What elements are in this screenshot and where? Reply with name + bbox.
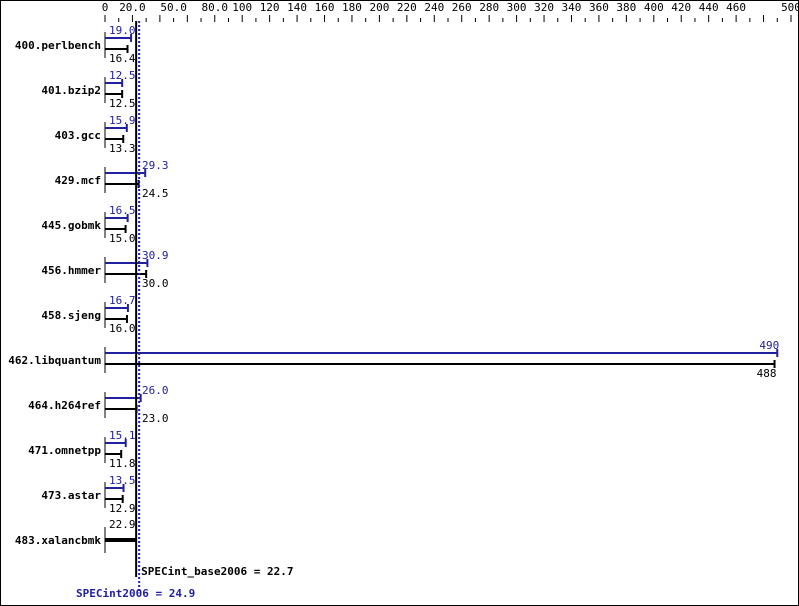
peak-score-label: SPECint2006 = 24.9 bbox=[76, 587, 195, 600]
benchmark-label: 401.bzip2 bbox=[41, 84, 101, 97]
tick-label: 50.0 bbox=[160, 1, 187, 14]
tick-label: 160 bbox=[315, 1, 335, 14]
value-label: 30.9 bbox=[142, 249, 169, 262]
value-label: 29.3 bbox=[142, 159, 169, 172]
benchmark-label: 473.astar bbox=[41, 489, 101, 502]
tick-label: 180 bbox=[342, 1, 362, 14]
value-label: 30.0 bbox=[142, 277, 169, 290]
benchmark-label: 400.perlbench bbox=[15, 39, 101, 52]
value-label: 24.5 bbox=[142, 187, 169, 200]
value-label: 16.4 bbox=[109, 52, 136, 65]
tick-label: 400 bbox=[644, 1, 664, 14]
tick-label: 420 bbox=[671, 1, 691, 14]
tick-label: 280 bbox=[479, 1, 499, 14]
tick-label: 140 bbox=[287, 1, 307, 14]
value-label: 23.0 bbox=[142, 412, 169, 425]
benchmark-label: 445.gobmk bbox=[41, 219, 101, 232]
value-label: 11.8 bbox=[109, 457, 136, 470]
base-score-label: SPECint_base2006 = 22.7 bbox=[141, 565, 293, 578]
value-label: 490 bbox=[759, 339, 779, 352]
value-label: 16.0 bbox=[109, 322, 136, 335]
tick-label: 220 bbox=[397, 1, 417, 14]
tick-label: 380 bbox=[616, 1, 636, 14]
tick-label: 320 bbox=[534, 1, 554, 14]
value-label: 22.9 bbox=[109, 518, 136, 531]
value-label: 19.0 bbox=[109, 24, 136, 37]
value-label: 13.5 bbox=[109, 474, 136, 487]
benchmark-label: 458.sjeng bbox=[41, 309, 101, 322]
tick-label: 340 bbox=[562, 1, 582, 14]
tick-label: 80.0 bbox=[202, 1, 229, 14]
value-label: 12.5 bbox=[109, 97, 136, 110]
tick-label: 500 bbox=[781, 1, 798, 14]
benchmark-label: 456.hmmer bbox=[41, 264, 101, 277]
tick-label: 460 bbox=[726, 1, 746, 14]
tick-label: 200 bbox=[369, 1, 389, 14]
tick-label: 300 bbox=[507, 1, 527, 14]
benchmark-label: 471.omnetpp bbox=[28, 444, 101, 457]
benchmark-label: 403.gcc bbox=[55, 129, 101, 142]
value-label: 15.0 bbox=[109, 232, 136, 245]
tick-label: 440 bbox=[699, 1, 719, 14]
tick-label: 120 bbox=[260, 1, 280, 14]
value-label: 13.3 bbox=[109, 142, 136, 155]
value-label: 12.5 bbox=[109, 69, 136, 82]
tick-label: 0 bbox=[102, 1, 109, 14]
value-label: 26.0 bbox=[142, 384, 169, 397]
value-label: 488 bbox=[757, 367, 777, 380]
benchmark-label: 464.h264ref bbox=[28, 399, 101, 412]
value-label: 16.5 bbox=[109, 204, 136, 217]
benchmark-label: 483.xalancbmk bbox=[15, 534, 101, 547]
tick-label: 240 bbox=[424, 1, 444, 14]
benchmark-label: 462.libquantum bbox=[8, 354, 101, 367]
tick-label: 360 bbox=[589, 1, 609, 14]
value-label: 15.1 bbox=[109, 429, 136, 442]
benchmark-label: 429.mcf bbox=[55, 174, 101, 187]
tick-label: 260 bbox=[452, 1, 472, 14]
tick-label: 20.0 bbox=[119, 1, 146, 14]
value-label: 15.9 bbox=[109, 114, 136, 127]
tick-label: 100 bbox=[232, 1, 252, 14]
value-label: 16.7 bbox=[109, 294, 136, 307]
value-label: 12.9 bbox=[109, 502, 136, 515]
